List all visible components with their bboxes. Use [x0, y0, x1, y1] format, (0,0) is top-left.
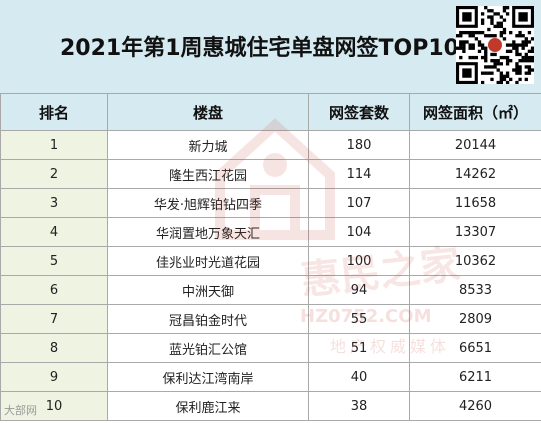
- cell-rank: 3: [0, 188, 108, 218]
- table-row: 2 隆生西江花园 114 14262: [0, 159, 541, 189]
- cell-rank: 2: [0, 159, 108, 189]
- ranking-table: 排名 楼盘 网签套数 网签面积（㎡） 1 新力城 180 20144 2 隆生西江花园 11…: [0, 93, 541, 421]
- table-header-row: 排名 楼盘 网签套数 网签面积（㎡）: [0, 93, 541, 131]
- cell-rank: 6: [0, 275, 108, 305]
- cell-rank: 10: [0, 391, 108, 421]
- cell-area: 13307: [409, 217, 541, 247]
- cell-project: 蓝光铂汇公馆: [107, 333, 309, 363]
- cell-project: 华润置地万象天汇: [107, 217, 309, 247]
- cell-area: 14262: [409, 159, 541, 189]
- cell-rank: 7: [0, 304, 108, 334]
- cell-area: 11658: [409, 188, 541, 218]
- cell-area: 6211: [409, 362, 541, 392]
- cell-rank: 1: [0, 130, 108, 160]
- header-area: 网签面积（㎡）: [409, 93, 541, 131]
- cell-units: 100: [308, 246, 410, 276]
- table-row: 6 中洲天御 94 8533: [0, 275, 541, 305]
- cell-units: 38: [308, 391, 410, 421]
- cell-units: 180: [308, 130, 410, 160]
- table-row: 5 佳兆业时光道花园 100 10362: [0, 246, 541, 276]
- cell-units: 40: [308, 362, 410, 392]
- cell-project: 保利鹿江来: [107, 391, 309, 421]
- cell-area: 4260: [409, 391, 541, 421]
- page-title: 2021年第1周惠城住宅单盘网签TOP10: [60, 36, 459, 61]
- cell-rank: 8: [0, 333, 108, 363]
- table-row: 3 华发·旭辉铂钻四季 107 11658: [0, 188, 541, 218]
- table-row: 10 保利鹿江来 38 4260: [0, 391, 541, 421]
- cell-units: 55: [308, 304, 410, 334]
- cell-units: 51: [308, 333, 410, 363]
- cell-project: 华发·旭辉铂钻四季: [107, 188, 309, 218]
- table-row: 8 蓝光铂汇公馆 51 6651: [0, 333, 541, 363]
- table-row: 9 保利达江湾南岸 40 6211: [0, 362, 541, 392]
- header-rank: 排名: [0, 93, 108, 131]
- cell-units: 94: [308, 275, 410, 305]
- table-row: 1 新力城 180 20144: [0, 130, 541, 160]
- cell-rank: 4: [0, 217, 108, 247]
- table-row: 4 华润置地万象天汇 104 13307: [0, 217, 541, 247]
- header-project: 楼盘: [107, 93, 309, 131]
- cell-area: 8533: [409, 275, 541, 305]
- cell-project: 中洲天御: [107, 275, 309, 305]
- cell-area: 6651: [409, 333, 541, 363]
- cell-units: 114: [308, 159, 410, 189]
- cell-project: 隆生西江花园: [107, 159, 309, 189]
- table-row: 7 冠昌铂金时代 55 2809: [0, 304, 541, 334]
- cell-project: 新力城: [107, 130, 309, 160]
- cell-project: 保利达江湾南岸: [107, 362, 309, 392]
- cell-project: 佳兆业时光道花园: [107, 246, 309, 276]
- header-units: 网签套数: [308, 93, 410, 131]
- cell-area: 20144: [409, 130, 541, 160]
- cell-rank: 9: [0, 362, 108, 392]
- cell-project: 冠昌铂金时代: [107, 304, 309, 334]
- cell-rank: 5: [0, 246, 108, 276]
- title-bar: 2021年第1周惠城住宅单盘网签TOP10: [0, 0, 541, 94]
- cell-units: 107: [308, 188, 410, 218]
- qr-code-icon: [456, 6, 534, 84]
- cell-units: 104: [308, 217, 410, 247]
- cell-area: 10362: [409, 246, 541, 276]
- cell-area: 2809: [409, 304, 541, 334]
